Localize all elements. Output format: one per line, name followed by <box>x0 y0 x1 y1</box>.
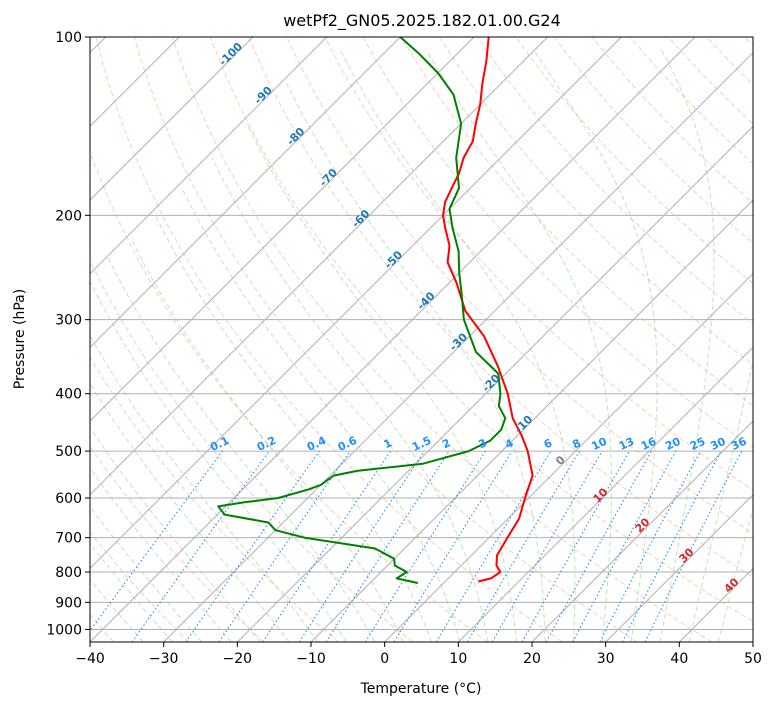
isotherm-line <box>163 51 753 642</box>
x-axis-label: Temperature (°C) <box>360 681 482 697</box>
moist-adiabat-line <box>659 49 715 642</box>
mixing-ratio-line <box>393 450 513 642</box>
isotherm-grid <box>90 37 753 642</box>
moist-adiabat-line <box>131 239 404 642</box>
y-tick-label: 100 <box>55 30 82 46</box>
dry-adiabat-line <box>90 150 488 642</box>
dry-adiabat-line <box>133 37 638 642</box>
profile-line <box>442 37 534 583</box>
isotherm-line <box>605 493 753 642</box>
isotherm-line <box>310 199 753 642</box>
y-tick-label: 900 <box>55 595 82 611</box>
y-tick-label: 1000 <box>46 622 82 638</box>
moist-adiabat-line <box>90 578 144 642</box>
mixing-ratio-line <box>325 450 450 642</box>
plot-frame <box>89 36 754 643</box>
mixing-ratio-label: 30 <box>708 435 728 453</box>
axis-ticks: −40 −30 −20 −10 0 10 20 30 40 50 100 200 300 400 500 60… <box>46 30 762 667</box>
profile-series <box>217 37 534 584</box>
isotherm-line <box>90 37 401 349</box>
isotherm-line <box>531 420 753 642</box>
moist-adiabat-line <box>286 83 546 642</box>
mixing-ratio-line <box>90 450 223 632</box>
y-tick-label: 500 <box>55 444 82 460</box>
dry-adiabat-line <box>90 356 339 642</box>
isotherm-line <box>90 37 696 642</box>
isobar-grid <box>90 37 753 630</box>
mixing-ratio-line <box>131 450 270 642</box>
moist-adiabat-line <box>90 426 261 642</box>
isotherm-line <box>457 346 753 642</box>
dry-adiabat-line <box>248 37 753 578</box>
dry-adiabat-line <box>95 37 563 642</box>
isotherm-line <box>90 37 549 496</box>
x-tick-label: 30 <box>597 651 615 667</box>
x-tick-label: −20 <box>223 651 253 667</box>
mixing-ratio-lines <box>90 450 743 642</box>
x-tick-label: 50 <box>744 651 762 667</box>
moist-adiabat-line <box>246 123 517 642</box>
mixing-ratio-line <box>545 450 653 642</box>
moist-adiabat-line <box>717 506 753 642</box>
isotherm-line <box>90 37 475 422</box>
mixing-ratio-label: 36 <box>729 435 749 453</box>
dry-adiabat-line <box>400 37 753 407</box>
mixing-ratio-line <box>262 450 392 642</box>
x-tick-label: 0 <box>380 651 389 667</box>
y-axis-label: Pressure (hPa) <box>12 289 28 389</box>
mixing-ratio-line <box>185 450 320 642</box>
moist-adiabat-line <box>532 49 658 642</box>
x-tick-label: −10 <box>296 651 326 667</box>
mixing-ratio-label: 16 <box>639 435 659 453</box>
dry-adiabats <box>90 37 753 642</box>
dry-adiabat-line <box>90 445 264 642</box>
isotherm-line <box>384 272 753 642</box>
mixing-ratio-line <box>644 450 743 642</box>
moist-adiabat-line <box>90 334 319 642</box>
isotherm-line <box>90 37 622 570</box>
mixing-ratio-line <box>298 450 425 642</box>
moist-adiabat-line <box>688 358 753 642</box>
x-tick-label: 20 <box>523 651 541 667</box>
y-tick-label: 600 <box>55 491 82 507</box>
profile-line <box>217 37 507 584</box>
x-tick-label: −40 <box>75 651 105 667</box>
y-tick-label: 700 <box>55 531 82 547</box>
moist-adiabat-line <box>90 467 232 642</box>
isotherm-line <box>236 125 753 642</box>
mixing-ratio-label: 25 <box>688 435 707 453</box>
moist-adiabat-line <box>107 256 376 642</box>
dry-adiabat-line <box>210 37 753 623</box>
y-tick-label: 200 <box>55 208 82 224</box>
moist-adiabat-line <box>181 187 461 642</box>
moist-adiabats <box>90 49 753 642</box>
x-tick-label: 10 <box>449 651 467 667</box>
moist-adiabat-line <box>154 215 432 642</box>
x-tick-label: 40 <box>670 651 688 667</box>
y-tick-label: 300 <box>55 313 82 329</box>
isotherm-line <box>90 37 328 275</box>
y-tick-label: 400 <box>55 387 82 403</box>
moist-adiabat-line <box>339 49 576 642</box>
mixing-ratio-line <box>521 450 630 642</box>
mixing-ratio-label: 13 <box>617 435 636 453</box>
mixing-ratio-label: 10 <box>590 435 610 453</box>
x-tick-label: −30 <box>149 651 179 667</box>
dry-adiabat-line <box>438 37 753 366</box>
chart-title: wetPf2_GN05.2025.182.01.00.G24 <box>283 11 561 31</box>
mixing-ratio-line <box>218 450 351 642</box>
isotherm-line <box>90 37 254 201</box>
mixing-ratio-label: 20 <box>663 435 683 453</box>
plot-area: 0.1 0.2 0.4 0.6 1 1.5 2 3 4 6 8 10 13 16 20 25 30 36-100-… <box>90 37 753 642</box>
dry-adiabat-line <box>171 37 712 642</box>
y-tick-label: 800 <box>55 565 82 581</box>
dry-adiabat-line <box>324 37 753 491</box>
dry-adiabat-line <box>90 531 190 642</box>
mixing-ratio-line <box>572 450 677 642</box>
dry-adiabat-line <box>515 37 753 284</box>
moist-adiabat-line <box>90 613 114 642</box>
